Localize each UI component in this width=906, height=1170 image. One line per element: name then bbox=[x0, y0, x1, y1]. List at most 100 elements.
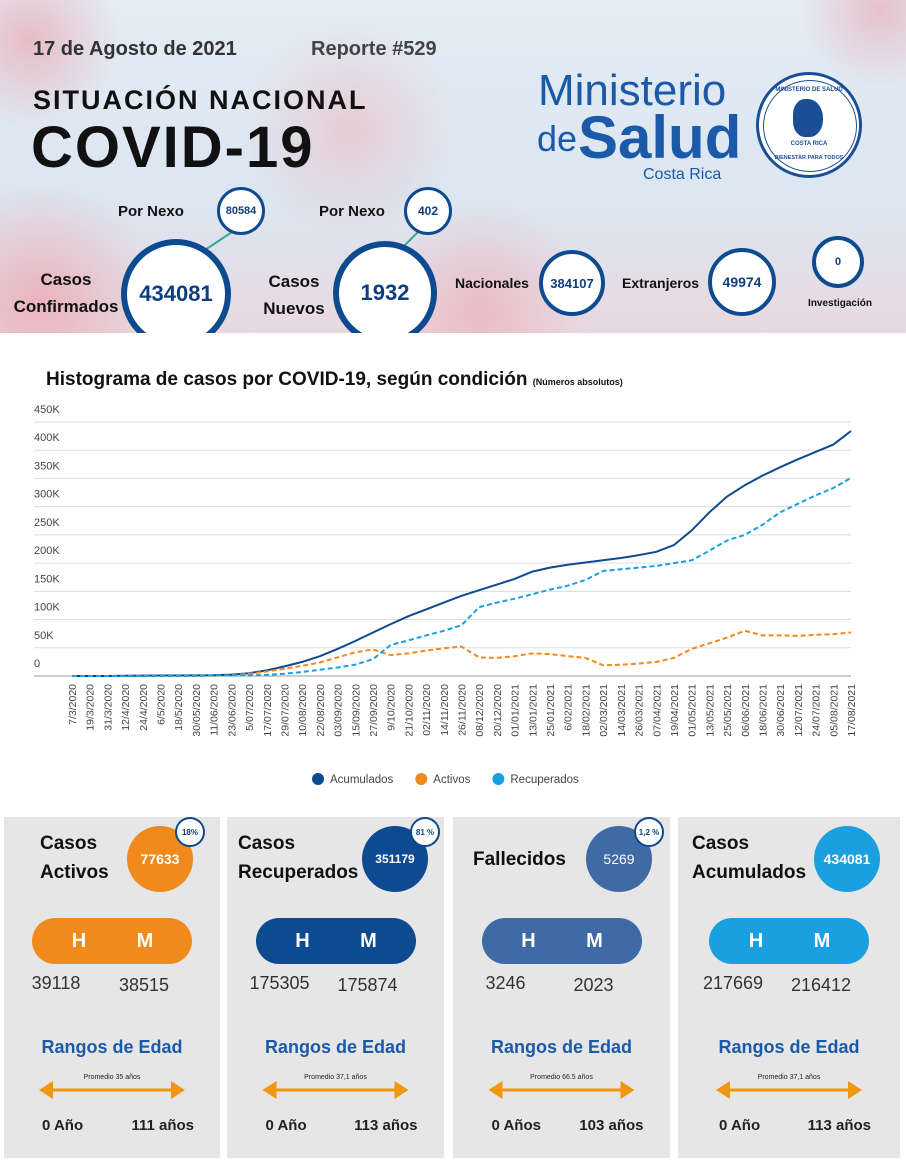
y-tick-label: 300K bbox=[34, 489, 60, 501]
title: COVID-19 bbox=[31, 115, 315, 180]
stat-label-line: Confirmados bbox=[13, 297, 119, 316]
y-tick-label: 150K bbox=[34, 573, 60, 585]
age-max: 113 años bbox=[807, 1117, 871, 1134]
x-tick-label: 27/09/2020 bbox=[368, 684, 380, 737]
x-tick-label: 25/01/2021 bbox=[545, 684, 557, 737]
x-tick-label: 24/4/2020 bbox=[138, 684, 150, 731]
age-max: 103 años bbox=[579, 1117, 644, 1134]
legend-swatch bbox=[312, 773, 324, 785]
nexo-value: 80584 bbox=[217, 187, 265, 235]
y-tick-label: 450K bbox=[34, 404, 60, 416]
chart: 0 50K 100K 150K 200K 250K 300K 350K 400K 450K 7/3/… bbox=[34, 404, 858, 786]
gender-value: 175874 bbox=[337, 975, 398, 995]
card-title: Casos Recuperados bbox=[238, 829, 358, 887]
age-min: 0 Año bbox=[42, 1117, 84, 1134]
x-tick-label: 13/01/2021 bbox=[527, 684, 539, 737]
stat-label-line: Casos bbox=[268, 272, 320, 291]
age-min: 0 Año bbox=[719, 1117, 761, 1134]
connector bbox=[204, 231, 233, 251]
x-tick-label: 26/11/2020 bbox=[457, 684, 469, 736]
legend-swatch bbox=[415, 773, 428, 785]
x-tick-label: 18/06/2021 bbox=[757, 684, 769, 737]
gender-value: 39118 bbox=[31, 973, 81, 993]
age-title: Rangos de Edad bbox=[490, 1037, 633, 1057]
stat-value: 434081 bbox=[121, 239, 231, 333]
x-tick-label: 11/06/2020 bbox=[209, 684, 221, 736]
card-value: 434081 bbox=[814, 826, 880, 892]
age-average: Promedio 37,1 años bbox=[304, 1074, 367, 1081]
age-title: Rangos de Edad bbox=[264, 1037, 407, 1057]
age-arrow bbox=[488, 1081, 635, 1099]
age-max: 113 años bbox=[354, 1117, 418, 1134]
logo-text: Costa Rica bbox=[643, 166, 722, 183]
x-tick-label: 29/07/2020 bbox=[279, 684, 291, 737]
legend-item: Activos bbox=[415, 773, 471, 786]
gender-label: M bbox=[586, 930, 603, 952]
x-tick-label: 21/10/2020 bbox=[403, 684, 415, 737]
card-title-line: Casos bbox=[692, 833, 750, 854]
logo-text: Ministerio bbox=[538, 66, 727, 115]
x-tick-label: 7/3/2020 bbox=[67, 684, 79, 725]
gender-label: M bbox=[136, 930, 154, 952]
age-average: Promedio 66.5 años bbox=[530, 1074, 593, 1081]
x-tick-label: 5/07/2020 bbox=[244, 684, 256, 731]
seal-emblem bbox=[793, 99, 823, 137]
nexo-label: Por Nexo bbox=[319, 203, 385, 220]
stat-label-line: Nuevos bbox=[263, 299, 325, 318]
x-tick-label: 31/3/2020 bbox=[102, 684, 114, 731]
x-tick-label: 13/05/2021 bbox=[704, 684, 716, 737]
age-max: 111 años bbox=[131, 1117, 194, 1134]
stat-value: 0 bbox=[812, 236, 864, 288]
y-tick-label: 350K bbox=[34, 460, 60, 472]
gender-label: H bbox=[71, 930, 87, 952]
stat-value: 49974 bbox=[708, 248, 776, 316]
card: Casos Acumulados 434081 H M 217669 216412 Rango… bbox=[678, 817, 900, 1158]
x-tick-label: 18/5/2020 bbox=[173, 684, 185, 731]
series-line bbox=[72, 629, 852, 677]
card: Casos Recuperados 351179 81 % H M 175305 175874… bbox=[227, 817, 444, 1158]
y-tick-label: 250K bbox=[34, 517, 60, 529]
x-tick-label: 08/12/2020 bbox=[474, 684, 486, 737]
y-tick-label: 50K bbox=[34, 630, 54, 642]
card-badge: 18% bbox=[175, 817, 205, 847]
legend-item: Recuperados bbox=[492, 773, 579, 786]
card: Casos Activos 77633 18% H M 39118 38515 Rangos d… bbox=[4, 817, 220, 1158]
x-tick-label: 14/03/2021 bbox=[616, 684, 628, 737]
gender-label: H bbox=[521, 930, 536, 952]
gender-label: M bbox=[360, 930, 377, 952]
x-tick-label: 05/08/2021 bbox=[828, 684, 840, 737]
legend-label: Activos bbox=[433, 774, 470, 786]
card-title-line: Fallecidos bbox=[473, 849, 566, 870]
card: Fallecidos 5269 1,2 % H M 3246 2023 Rangos de E… bbox=[453, 817, 670, 1158]
stat-value: 1932 bbox=[333, 241, 437, 333]
x-tick-label: 17/08/2021 bbox=[846, 684, 858, 737]
y-tick-label: 200K bbox=[34, 545, 60, 557]
gender-value: 38515 bbox=[118, 975, 170, 995]
x-tick-label: 12/4/2020 bbox=[120, 684, 132, 731]
report-number: Reporte #529 bbox=[311, 38, 437, 60]
x-tick-label: 25/05/2021 bbox=[722, 684, 734, 737]
x-tick-label: 15/09/2020 bbox=[350, 684, 362, 737]
card-title-line: Activos bbox=[40, 862, 109, 883]
x-tick-label: 01/05/2021 bbox=[687, 684, 699, 737]
legend-swatch bbox=[492, 773, 505, 785]
date: 17 de Agosto de 2021 bbox=[33, 38, 237, 60]
gender-label: M bbox=[813, 930, 831, 952]
stat-label: Casos Nuevos bbox=[254, 268, 334, 322]
card-badge: 81 % bbox=[410, 817, 440, 847]
chart-title-text: Histograma de casos por COVID-19, según … bbox=[46, 369, 528, 390]
age-arrow bbox=[262, 1081, 409, 1099]
gender-value: 2023 bbox=[573, 975, 614, 995]
legend-label: Acumulados bbox=[330, 774, 394, 786]
logo-text: Salud bbox=[578, 104, 742, 171]
age-average: Promedio 35 años bbox=[83, 1074, 141, 1081]
x-tick-label: 02/11/2020 bbox=[421, 684, 433, 736]
y-tick-label: 100K bbox=[34, 602, 60, 614]
card-badge: 1,2 % bbox=[634, 817, 664, 847]
seal-text: BIENESTAR PARA TODOS bbox=[774, 155, 844, 161]
stat-label: Casos Confirmados bbox=[6, 266, 126, 320]
x-tick-label: 30/06/2021 bbox=[775, 684, 787, 737]
